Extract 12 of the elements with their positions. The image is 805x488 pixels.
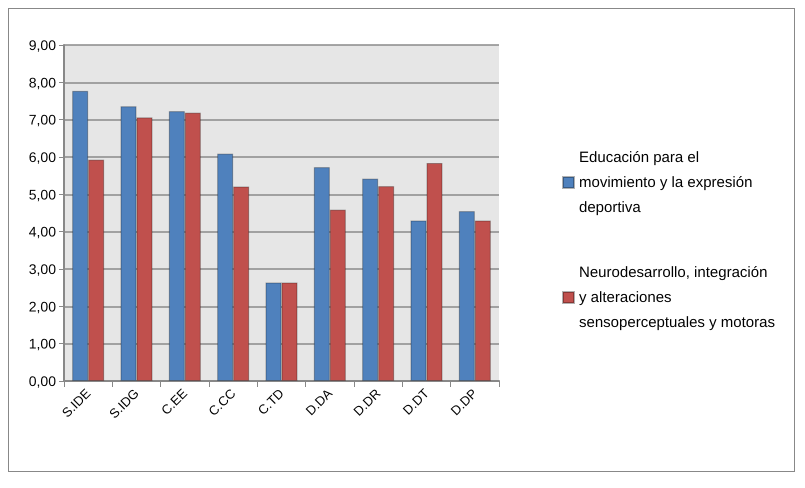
- y-tick-label: 5,00: [28, 186, 56, 202]
- y-tick-label: 3,00: [28, 261, 56, 277]
- y-tick-label: 1,00: [28, 336, 56, 352]
- legend-label: Neurodesarrollo, integración y alteraciones sensoperceptuales y motoras: [579, 264, 775, 331]
- y-tick-label: 6,00: [28, 149, 56, 165]
- y-tick-label: 4,00: [28, 224, 56, 240]
- y-tick-label: 7,00: [28, 112, 56, 128]
- legend-label: Educación para el movimiento y la expresión deportiva: [579, 149, 757, 216]
- y-tick-label: 9,00: [28, 37, 56, 53]
- y-tick-label: 0,00: [28, 373, 56, 389]
- y-tick-label: 8,00: [28, 74, 56, 90]
- y-tick-label: 2,00: [28, 298, 56, 314]
